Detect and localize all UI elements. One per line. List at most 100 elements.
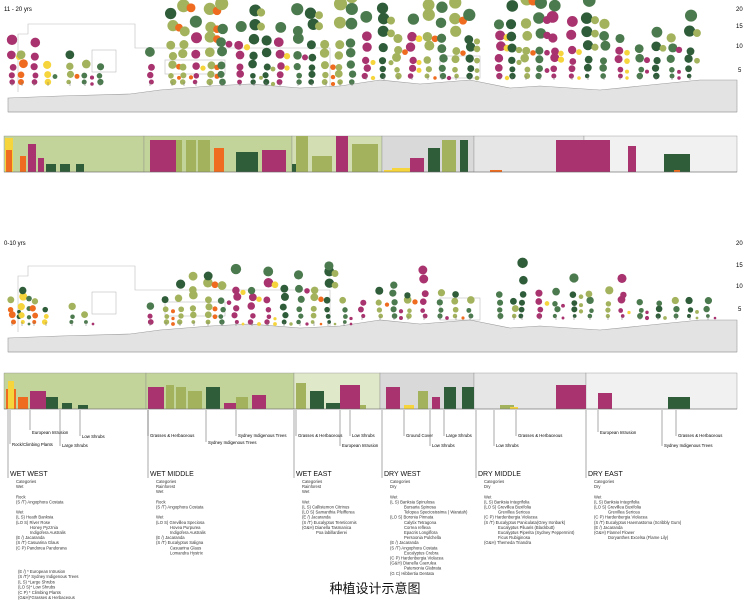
tree-canopy-circle [200,65,206,71]
tree-canopy-circle [645,310,649,315]
tree-column [533,0,552,80]
tree-canopy-circle [7,307,14,313]
tree-canopy-circle [557,56,565,63]
plant-density-bar [442,140,456,172]
tree-canopy-circle [186,3,196,13]
tree-canopy-circle [635,53,644,63]
tree-canopy-circle [685,296,693,305]
zone-plant-line: (L S) Banksia Spinulosa [390,499,435,504]
zone-plant-line: (LO S) Samanthia Pfeifferea [302,510,355,515]
zone-plant-line: (S /T) Casuarina Glaus [16,540,59,545]
tree-canopy-circle [387,29,395,38]
tree-column [188,271,198,326]
tree-canopy-circle [516,59,522,65]
plant-density-bar [176,387,186,409]
tree-column [466,296,475,320]
tree-canopy-circle [325,313,331,319]
zone-plant-line: Dry [484,484,491,489]
tree-canopy-circle [331,281,339,289]
tree-canopy-circle [308,53,317,62]
scale-tick: 5 [738,68,742,74]
tree-canopy-circle [436,1,448,13]
tree-canopy-circle [280,292,289,301]
tree-canopy-circle [644,315,650,321]
zone-plant-line: Indigofera Australis [170,530,206,535]
tree-column [16,50,28,86]
tree-canopy-circle [232,286,240,295]
tree-canopy-circle [66,70,75,78]
plant-density-bar [460,140,468,172]
legend-line: (E /) * European Intrusion [18,569,66,574]
tree-canopy-circle [585,290,593,298]
scale-tick: 10 [736,44,743,50]
tree-canopy-circle [26,315,32,320]
tree-canopy-circle [188,271,198,281]
plant-density-bar [78,405,88,409]
tree-canopy-circle [463,8,476,22]
tree-canopy-circle [236,70,245,78]
tree-canopy-circle [684,9,698,22]
tree-canopy-circle [600,73,606,79]
tree-canopy-circle [261,47,272,58]
zone-plant-line: (C P) Hardenbergia Violacea [484,515,538,520]
tree-canopy-circle [494,64,503,72]
tree-canopy-circle [530,50,536,56]
tree-canopy-circle [243,44,251,51]
tree-column [41,306,49,326]
tree-canopy-circle [568,65,576,73]
plant-density-bar [176,140,182,172]
zone-plant-line: (C P) Pandorea Pandorana [16,545,67,550]
tree-canopy-circle [30,37,41,48]
tree-column [703,297,717,320]
tree-canopy-circle [687,307,694,313]
tree-canopy-circle [212,306,218,312]
tree-canopy-circle [694,57,700,64]
plant-density-bar [428,148,440,172]
plant-density-bar [46,164,56,172]
tree-column [376,2,395,80]
tree-canopy-circle [550,53,560,63]
tree-canopy-circle [81,79,87,85]
tree-canopy-circle [666,54,675,63]
plant-density-bar [236,152,258,172]
plant-density-bar [510,407,518,409]
tree-canopy-circle [437,44,447,53]
tree-canopy-circle [19,286,27,295]
tree-column [671,296,680,320]
tree-canopy-circle [315,11,323,20]
tree-canopy-circle [643,57,651,64]
tree-canopy-circle [550,65,558,73]
tree-canopy-circle [572,314,577,318]
tree-canopy-circle [241,322,245,326]
tree-column [392,33,408,80]
tree-canopy-circle [663,316,667,320]
plant-density-bar [462,387,474,409]
tree-canopy-circle [296,79,302,85]
tree-canopy-circle [305,322,309,326]
tree-column [449,0,467,80]
plant-density-bar [28,144,36,172]
tree-canopy-circle [322,71,329,79]
plant-density-bar [490,170,502,172]
tree-canopy-circle [517,257,528,269]
plant-density-bar [198,140,210,172]
tree-canopy-circle [16,50,26,60]
plant-density-bar [432,397,440,409]
tree-canopy-circle [495,291,503,298]
density-strip-upper [3,135,738,173]
tree-column [263,266,279,326]
scale-tick: 5 [738,307,742,313]
tree-canopy-circle [220,306,226,313]
tree-column [17,286,32,326]
tree-canopy-circle [66,62,74,71]
tree-canopy-circle [348,70,357,78]
tree-canopy-circle [289,322,293,326]
zone-plant-line: (G&H) Dianella Caerulea [390,561,437,566]
tree-canopy-circle [561,316,565,320]
callout-labels: Rock/Climbing Plants European Intrusion Lo… [9,410,722,448]
tree-canopy-circle [515,46,523,54]
tree-canopy-circle [552,287,560,296]
plant-density-bar [392,168,412,172]
tree-canopy-circle [584,55,593,64]
tree-column [65,50,80,86]
